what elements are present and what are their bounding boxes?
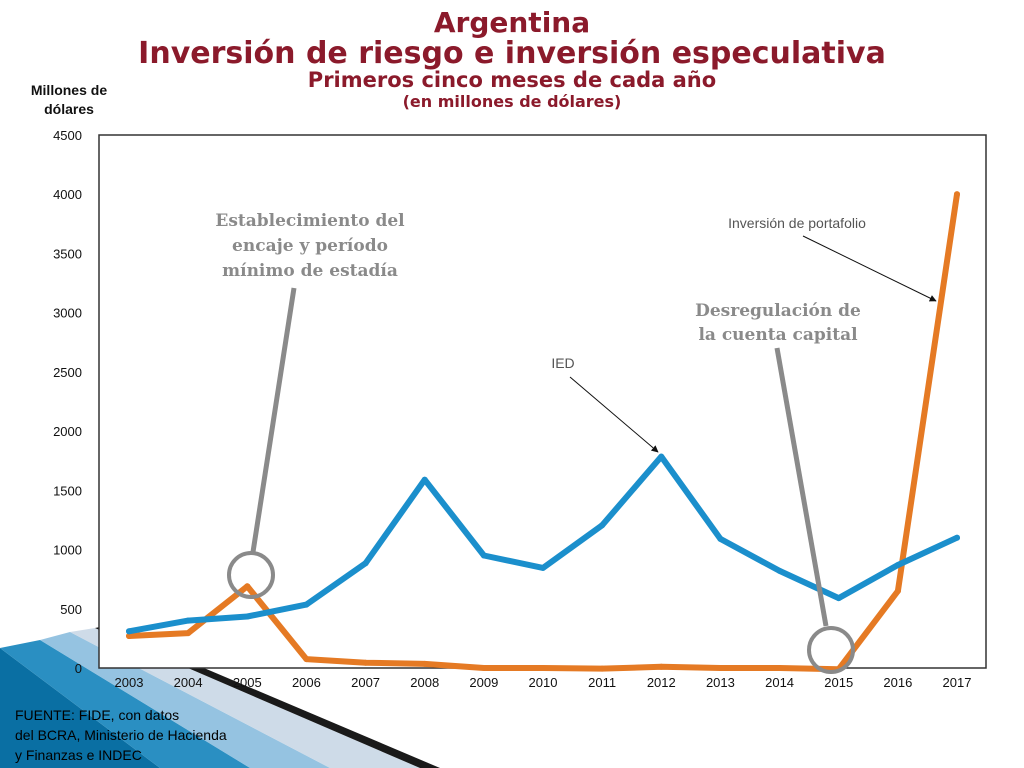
plot-area xyxy=(98,134,987,669)
x-tick-label: 2012 xyxy=(647,675,676,690)
annotation-circle-2005 xyxy=(227,551,275,599)
source-line: FUENTE: FIDE, con datos xyxy=(15,707,180,723)
chart-title: Argentina xyxy=(433,6,591,39)
chart-units: (en millones de dólares) xyxy=(402,92,622,111)
data-point-ied xyxy=(421,476,428,483)
x-tick-label: 2010 xyxy=(529,675,558,690)
y-tick-label: 3500 xyxy=(53,246,82,261)
data-point-portafolio xyxy=(480,665,487,671)
data-point-portafolio xyxy=(894,588,901,594)
annotation-2015-line: Desregulación de xyxy=(695,301,861,321)
y-axis-label: Millones de dólares xyxy=(20,81,118,119)
y-tick-label: 1500 xyxy=(53,483,82,498)
chart-subtitle: Inversión de riesgo e inversión especula… xyxy=(138,36,886,71)
annotation-pointer xyxy=(774,347,829,627)
annotation-2015-line: la cuenta capital xyxy=(698,325,858,345)
y-tick-label: 2000 xyxy=(53,424,82,439)
y-axis: 0 500 1000 1500 2000 2500 3000 3500 4000 4500 xyxy=(53,128,82,676)
series-label-arrow xyxy=(569,376,659,453)
x-tick-label: 2005 xyxy=(233,675,262,690)
data-point-ied xyxy=(303,601,310,608)
data-point-ied xyxy=(717,535,724,542)
data-point-ied xyxy=(480,552,487,559)
data-point-ied xyxy=(185,617,192,624)
series-label-ied: IED xyxy=(551,355,574,371)
annotation-pointer xyxy=(250,287,297,553)
data-point-portafolio xyxy=(658,663,665,670)
data-point-ied xyxy=(599,522,606,529)
series-label-arrow xyxy=(802,235,937,302)
y-tick-label: 0 xyxy=(75,661,82,676)
source-note: FUENTE: FIDE, con datos del BCRA, Minist… xyxy=(15,705,227,765)
data-point-portafolio xyxy=(421,660,428,667)
source-line: y Finanzas e INDEC xyxy=(15,747,142,763)
annotation-2005-line: encaje y período xyxy=(232,236,388,256)
y-tick-label: 4000 xyxy=(53,187,82,202)
x-tick-label: 2017 xyxy=(943,675,972,690)
x-tick-label: 2015 xyxy=(824,675,853,690)
chart-period: Primeros cinco meses de cada año xyxy=(307,68,717,92)
data-point-ied xyxy=(362,560,369,567)
series-label-portfolio: Inversión de portafolio xyxy=(728,215,866,231)
data-point-portafolio xyxy=(717,665,724,671)
data-point-portafolio xyxy=(244,583,251,590)
x-tick-label: 2004 xyxy=(174,675,203,690)
x-tick-label: 2011 xyxy=(588,675,616,690)
data-point-portafolio xyxy=(599,665,606,672)
annotation-2005-line: Establecimiento del xyxy=(215,211,405,231)
data-point-portafolio xyxy=(954,191,960,198)
data-point-ied xyxy=(244,613,251,620)
data-point-ied xyxy=(954,534,960,541)
x-tick-label: 2009 xyxy=(469,675,498,690)
data-point-ied xyxy=(658,453,665,460)
y-tick-label: 1000 xyxy=(53,543,82,558)
x-tick-label: 2003 xyxy=(115,675,144,690)
source-line: del BCRA, Ministerio de Hacienda xyxy=(15,727,227,743)
data-point-ied xyxy=(126,628,132,635)
x-tick-label: 2008 xyxy=(410,675,439,690)
annotations: Establecimiento del encaje y período mín… xyxy=(215,211,937,674)
y-axis-label-line: Millones de xyxy=(30,82,108,98)
data-point-portafolio xyxy=(362,659,369,666)
x-tick-label: 2013 xyxy=(706,675,735,690)
y-tick-label: 2500 xyxy=(53,365,82,380)
annotation-circle-2015 xyxy=(807,626,855,674)
y-tick-label: 500 xyxy=(60,602,82,617)
y-axis-label-line: dólares xyxy=(44,101,94,117)
data-point-portafolio xyxy=(540,665,546,671)
annotation-2005-line: mínimo de estadía xyxy=(222,261,398,281)
data-point-portafolio xyxy=(776,665,783,671)
x-tick-label: 2016 xyxy=(883,675,912,690)
data-point-ied xyxy=(894,562,901,568)
data-point-portafolio xyxy=(185,630,192,637)
data-point-portafolio xyxy=(303,656,310,663)
x-axis: 2003 2004 2005 2006 2007 2008 2009 2010 2011 2012… xyxy=(115,675,972,690)
data-point-portafolio xyxy=(126,633,132,639)
data-point-ied xyxy=(835,595,842,602)
y-tick-label: 3000 xyxy=(53,306,82,321)
x-tick-label: 2006 xyxy=(292,675,321,690)
x-tick-label: 2014 xyxy=(765,675,794,690)
data-point-ied xyxy=(540,564,546,571)
y-tick-label: 4500 xyxy=(53,128,82,143)
data-point-ied xyxy=(776,567,783,574)
x-tick-label: 2007 xyxy=(351,675,380,690)
